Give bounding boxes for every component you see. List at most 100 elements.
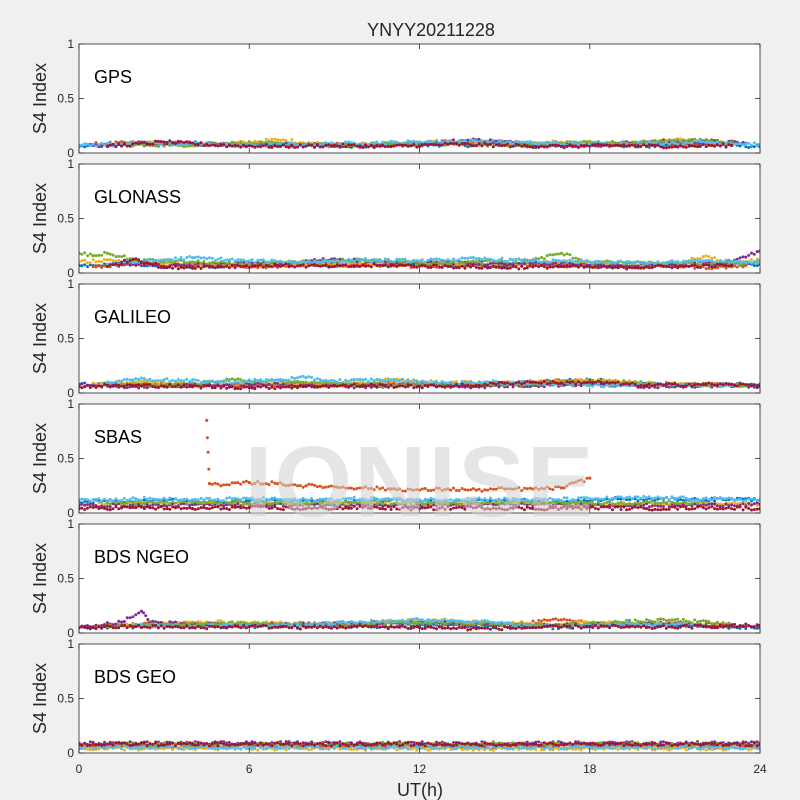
data-point	[449, 141, 453, 145]
data-point	[452, 138, 455, 142]
data-point	[571, 263, 575, 267]
data-point	[159, 384, 163, 388]
data-point	[662, 146, 665, 150]
data-point	[480, 384, 484, 388]
data-point	[696, 145, 700, 149]
data-point	[168, 385, 172, 389]
data-point	[523, 143, 526, 147]
data-point	[131, 258, 135, 262]
data-point	[574, 141, 578, 145]
data-point	[174, 256, 177, 260]
data-point	[684, 264, 688, 267]
data-point	[239, 262, 243, 266]
data-point	[389, 378, 393, 382]
data-point	[639, 145, 643, 148]
data-point	[488, 261, 492, 265]
data-point	[165, 382, 169, 386]
data-point	[486, 263, 490, 267]
data-point	[454, 259, 458, 263]
data-point	[599, 385, 603, 388]
data-point	[347, 382, 351, 386]
data-point	[216, 379, 220, 383]
data-point	[179, 379, 183, 383]
data-point	[287, 378, 291, 382]
data-point	[250, 379, 254, 383]
data-point	[727, 382, 731, 386]
data-point	[710, 259, 714, 263]
data-point	[97, 143, 101, 146]
data-point	[389, 263, 393, 267]
data-point	[639, 140, 643, 144]
data-point	[261, 384, 265, 388]
data-point	[281, 382, 285, 386]
data-point	[313, 145, 316, 149]
data-point	[733, 259, 736, 263]
data-point	[134, 263, 138, 267]
data-point	[142, 498, 146, 502]
data-point	[508, 266, 512, 270]
data-point	[429, 142, 433, 146]
data-point	[253, 145, 257, 149]
data-point	[715, 383, 719, 387]
data-point	[426, 380, 430, 384]
data-point	[395, 143, 399, 147]
data-point	[670, 382, 674, 386]
data-point	[415, 145, 419, 149]
data-point	[174, 264, 177, 268]
data-point	[375, 144, 379, 147]
data-point	[417, 384, 422, 389]
data-point	[213, 259, 217, 263]
data-point	[542, 380, 546, 383]
data-point	[293, 142, 297, 146]
data-point	[156, 145, 160, 148]
data-point	[83, 500, 87, 503]
data-point	[122, 254, 126, 258]
data-point	[684, 259, 688, 263]
data-point	[352, 257, 356, 261]
data-point	[523, 381, 526, 385]
data-point	[88, 386, 92, 389]
data-point	[744, 263, 748, 267]
data-point	[525, 266, 529, 270]
data-point	[392, 386, 396, 389]
data-point	[437, 257, 441, 261]
data-point	[747, 260, 751, 264]
data-point	[94, 386, 98, 389]
data-point	[162, 266, 166, 270]
data-point	[315, 264, 319, 268]
data-point	[696, 257, 700, 261]
data-point	[196, 143, 200, 147]
data-point	[80, 264, 84, 268]
data-point	[290, 380, 294, 384]
data-point	[463, 266, 467, 270]
data-point	[230, 377, 234, 381]
data-point	[579, 384, 583, 388]
data-point	[386, 385, 390, 389]
data-point	[647, 261, 651, 265]
data-point	[639, 266, 643, 270]
data-point	[540, 255, 543, 259]
data-point	[508, 145, 512, 149]
data-point	[420, 379, 424, 383]
data-point	[205, 257, 209, 261]
data-point	[477, 384, 481, 387]
data-point	[562, 142, 566, 146]
data-point	[369, 262, 373, 266]
data-point	[270, 385, 274, 389]
data-point	[310, 385, 314, 389]
data-point	[667, 265, 671, 269]
data-point	[182, 260, 186, 264]
data-point	[684, 384, 688, 388]
data-point	[358, 257, 362, 261]
data-point	[270, 261, 274, 264]
data-point	[585, 384, 589, 387]
data-point	[386, 261, 390, 264]
data-point	[131, 384, 135, 387]
data-point	[202, 262, 206, 266]
data-point	[247, 259, 251, 263]
data-point	[225, 145, 229, 149]
data-point	[483, 382, 487, 386]
data-point	[613, 143, 617, 147]
data-point	[752, 141, 756, 145]
data-point	[571, 141, 575, 145]
